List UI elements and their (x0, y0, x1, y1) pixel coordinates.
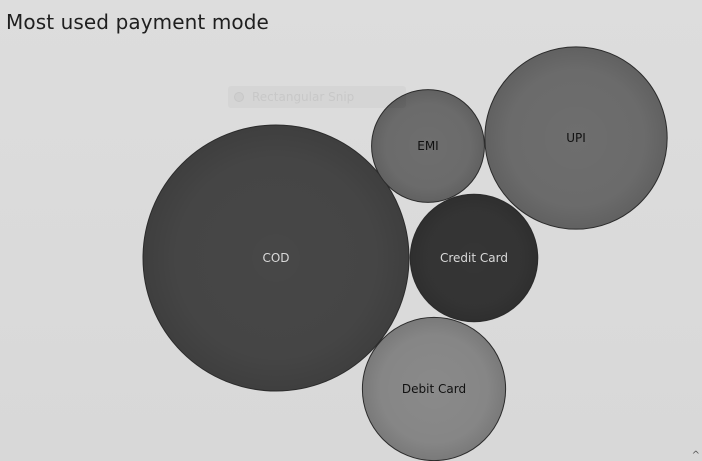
bubble-label: COD (262, 251, 289, 265)
chart-title: Most used payment mode (6, 10, 269, 34)
bubble-label: UPI (566, 131, 586, 145)
bubble-cod[interactable]: COD (142, 124, 410, 392)
rectangular-snip-overlay[interactable]: Rectangular Snip (228, 86, 406, 108)
bubble-label: Debit Card (402, 382, 466, 396)
snip-icon (234, 92, 244, 102)
bubble-shade (410, 194, 538, 322)
bubble-shade (484, 46, 668, 230)
bubble-emi[interactable]: EMI (371, 89, 485, 203)
caret-up-icon[interactable]: ^ (691, 450, 700, 461)
bubble-shade (143, 125, 409, 391)
bubble-credit-card[interactable]: Credit Card (409, 193, 539, 323)
bubble-upi[interactable]: UPI (484, 46, 668, 230)
snip-label: Rectangular Snip (252, 90, 355, 104)
bubble-debit-card[interactable]: Debit Card (361, 316, 507, 461)
bubble-shade (362, 317, 506, 461)
bubble-shade (371, 89, 485, 203)
bubble-label: EMI (417, 139, 438, 153)
bubble-label: Credit Card (440, 251, 508, 265)
